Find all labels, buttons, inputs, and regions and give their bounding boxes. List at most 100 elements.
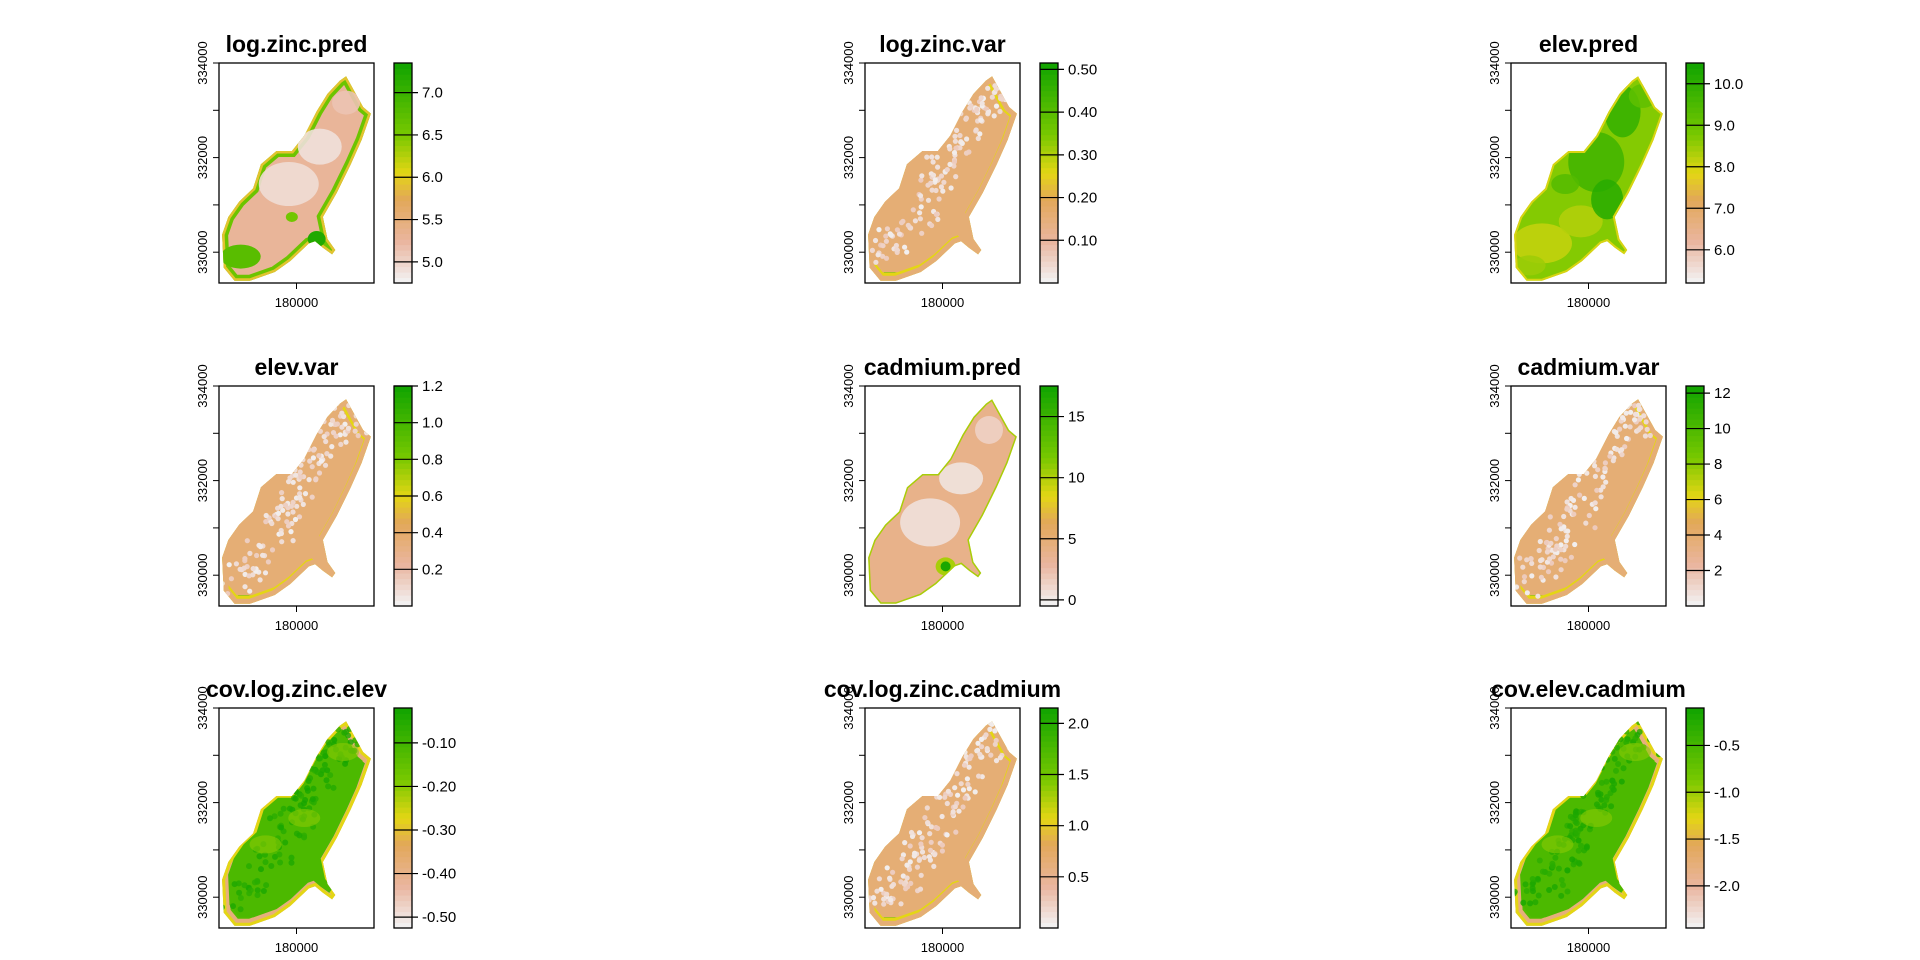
color-legend: 0.5 1.0 1.5 2.0 xyxy=(1039,707,1089,929)
x-tick-label: 180000 xyxy=(275,295,318,310)
y-tick-label: 332000 xyxy=(841,459,856,502)
y-tick-label: 334000 xyxy=(195,41,210,84)
panel-title: cov.log.zinc.cadmium xyxy=(824,676,1061,702)
legend-label: 8 xyxy=(1714,456,1722,473)
legend-label: -0.50 xyxy=(422,909,456,926)
y-tick-label: 332000 xyxy=(195,459,210,502)
color-legend: 5.0 5.5 6.0 6.5 7.0 xyxy=(393,62,443,284)
panel-log-zinc-var: log.zinc.var 180000 330000 332000 334000 0.10… xyxy=(841,31,1097,310)
x-tick-label: 180000 xyxy=(921,940,964,955)
legend-label: 10 xyxy=(1068,470,1085,487)
panel-cov-log-zinc-cadmium: cov.log.zinc.cadmium 180000 330000 332000 33… xyxy=(824,676,1089,955)
y-tick-label: 330000 xyxy=(195,876,210,919)
panel-title: elev.pred xyxy=(1539,31,1638,57)
y-tick-label: 334000 xyxy=(1487,686,1502,729)
y-tick-label: 330000 xyxy=(195,554,210,597)
y-tick-label: 332000 xyxy=(195,136,210,179)
map-surface xyxy=(1514,399,1663,604)
y-tick-label: 332000 xyxy=(1487,459,1502,502)
map-surface xyxy=(868,76,1017,281)
y-tick-label: 334000 xyxy=(195,364,210,407)
map-surface xyxy=(1514,721,1663,926)
legend-label: 0.2 xyxy=(422,561,443,578)
x-tick-label: 180000 xyxy=(1567,618,1610,633)
y-tick-label: 334000 xyxy=(1487,364,1502,407)
panel-log-zinc-pred: log.zinc.pred 180000 330000 332000 334000 5.0… xyxy=(195,31,443,310)
y-tick-label: 334000 xyxy=(841,686,856,729)
legend-label: 4 xyxy=(1714,527,1722,544)
y-tick-label: 330000 xyxy=(1487,876,1502,919)
map-surface xyxy=(1514,76,1663,281)
legend-label: 1.5 xyxy=(1068,767,1089,784)
color-legend: 0.10 0.20 0.30 0.40 0.50 xyxy=(1039,61,1097,284)
legend-label: 5.5 xyxy=(422,212,443,229)
legend-label: 7.0 xyxy=(1714,200,1735,217)
panel-elev-pred: elev.pred 180000 330000 332000 334000 6.0 7.0 8… xyxy=(1487,31,1743,310)
legend-label: 15 xyxy=(1068,409,1085,426)
legend-label: 10.0 xyxy=(1714,76,1743,93)
legend-label: 6.0 xyxy=(1714,242,1735,259)
legend-label: -2.0 xyxy=(1714,878,1740,895)
legend-label: 12 xyxy=(1714,385,1731,402)
legend-label: 5.0 xyxy=(422,254,443,271)
y-tick-label: 334000 xyxy=(1487,41,1502,84)
panel-elev-var: elev.var1800003300003320003340000.20.40.… xyxy=(195,354,443,633)
legend-label: 6 xyxy=(1714,492,1722,509)
legend-label: 0.40 xyxy=(1068,104,1097,121)
legend-label: 5 xyxy=(1068,531,1076,548)
legend-label: 0.20 xyxy=(1068,190,1097,207)
legend-label: -1.0 xyxy=(1714,784,1740,801)
legend-label: 2 xyxy=(1714,563,1722,580)
y-tick-label: 330000 xyxy=(1487,231,1502,274)
legend-label: 0.4 xyxy=(422,525,443,542)
y-tick-label: 332000 xyxy=(841,781,856,824)
y-tick-label: 330000 xyxy=(841,876,856,919)
panel-title: cadmium.pred xyxy=(864,354,1021,380)
legend-label: 0.8 xyxy=(422,451,443,468)
panel-title: log.zinc.var xyxy=(879,31,1006,57)
map-surface xyxy=(222,721,371,926)
legend-label: 1.2 xyxy=(422,378,443,395)
y-tick-label: 334000 xyxy=(841,364,856,407)
legend-label: 0.30 xyxy=(1068,147,1097,164)
legend-label: 10 xyxy=(1714,421,1731,438)
legend-label: 0.10 xyxy=(1068,232,1097,249)
map-surface xyxy=(222,76,371,281)
legend-label: 0 xyxy=(1068,592,1076,609)
legend-label: 1.0 xyxy=(422,415,443,432)
color-legend: 0 5 10 15 xyxy=(1039,385,1085,609)
legend-label: -1.5 xyxy=(1714,831,1740,848)
legend-label: -0.40 xyxy=(422,866,456,883)
legend-label: 6.0 xyxy=(422,169,443,186)
x-tick-label: 180000 xyxy=(1567,940,1610,955)
legend-label: -0.10 xyxy=(422,735,456,752)
color-legend: -0.50 -0.40 -0.30 -0.20 -0.10 xyxy=(393,707,456,929)
panel-title: elev.var xyxy=(255,354,339,380)
legend-label: -0.20 xyxy=(422,778,456,795)
legend-label: 1.0 xyxy=(1068,818,1089,835)
panel-title: cadmium.var xyxy=(1518,354,1660,380)
x-tick-label: 180000 xyxy=(275,940,318,955)
x-tick-label: 180000 xyxy=(1567,295,1610,310)
panel-cov-elev-cadmium: cov.elev.cadmium 180000 330000 332000 334000… xyxy=(1487,676,1740,955)
legend-label: 0.5 xyxy=(1068,869,1089,886)
legend-label: -0.5 xyxy=(1714,737,1740,754)
panel-title: log.zinc.pred xyxy=(226,31,368,57)
y-tick-label: 334000 xyxy=(195,686,210,729)
legend-label: 8.0 xyxy=(1714,159,1735,176)
y-tick-label: 332000 xyxy=(195,781,210,824)
x-tick-label: 180000 xyxy=(921,618,964,633)
panel-cadmium-pred: cadmium.pred 180000 330000 332000 334000 0 5 10… xyxy=(841,354,1085,633)
panel-title: cov.elev.cadmium xyxy=(1491,676,1686,702)
map-surface xyxy=(868,721,1017,926)
y-tick-label: 330000 xyxy=(841,554,856,597)
y-tick-label: 334000 xyxy=(841,41,856,84)
x-tick-label: 180000 xyxy=(921,295,964,310)
legend-label: 9.0 xyxy=(1714,117,1735,134)
y-tick-label: 332000 xyxy=(1487,136,1502,179)
legend-label: -0.30 xyxy=(422,822,456,839)
y-tick-label: 330000 xyxy=(1487,554,1502,597)
color-legend: -2.0 -1.5 -1.0 -0.5 xyxy=(1685,707,1740,929)
color-legend: 0.2 0.4 0.6 0.8 1.0 1.2 xyxy=(393,378,443,607)
